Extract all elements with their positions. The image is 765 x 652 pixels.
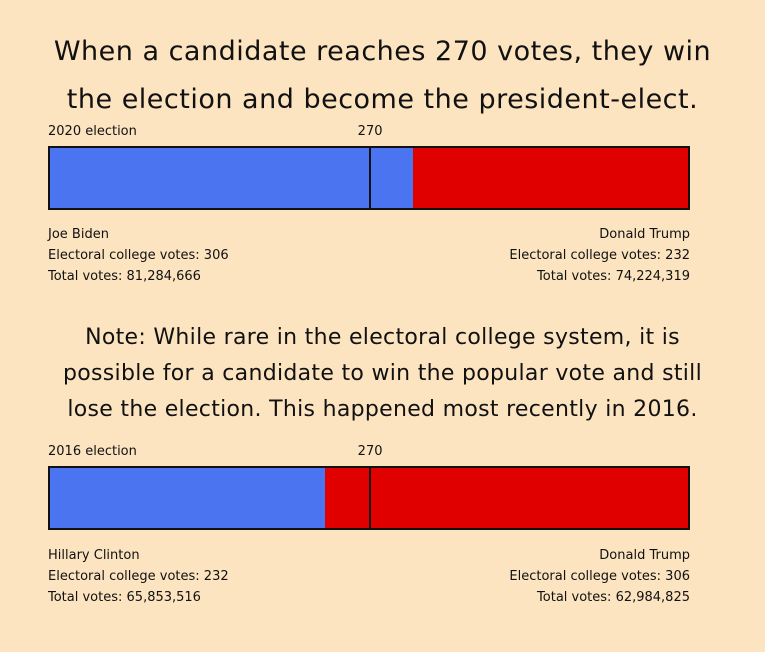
bar-segment-trump-2016 (325, 468, 688, 528)
candidate-info-clinton: Hillary Clinton Electoral college votes:… (48, 545, 229, 608)
total-votes-label: Total votes: 81,284,666 (48, 269, 201, 284)
total-votes-label: Total votes: 65,853,516 (48, 590, 201, 605)
chart-2020-threshold-label: 270 (357, 124, 383, 139)
candidate-name: Joe Biden (48, 227, 109, 242)
chart-2016-title: 2016 election (48, 444, 137, 459)
chart-2016-threshold-label: 270 (357, 444, 383, 459)
total-votes-label: Total votes: 74,224,319 (537, 269, 690, 284)
title-line-2: the election and become the president-el… (66, 84, 699, 115)
electoral-votes-label: Electoral college votes: 232 (509, 248, 690, 263)
note-line-1: Note: While rare in the electoral colleg… (85, 325, 680, 350)
chart-title: When a candidate reaches 270 votes, they… (0, 28, 765, 124)
note-line-2: possible for a candidate to win the popu… (62, 361, 702, 386)
electoral-votes-label: Electoral college votes: 306 (509, 569, 690, 584)
chart-2020-bar (48, 146, 690, 210)
electoral-votes-label: Electoral college votes: 306 (48, 248, 229, 263)
chart-2020-title: 2020 election (48, 124, 137, 139)
candidate-name: Donald Trump (599, 227, 690, 242)
candidate-info-trump-2016: Donald Trump Electoral college votes: 30… (509, 545, 690, 608)
candidate-name: Donald Trump (599, 548, 690, 563)
chart-2016-bar (48, 466, 690, 530)
candidate-name: Hillary Clinton (48, 548, 140, 563)
total-votes-label: Total votes: 62,984,825 (537, 590, 690, 605)
bar-segment-biden (50, 148, 413, 208)
threshold-line-270 (369, 148, 372, 208)
electoral-votes-label: Electoral college votes: 232 (48, 569, 229, 584)
bar-segment-trump-2020 (412, 148, 688, 208)
note-line-3: lose the election. This happened most re… (67, 397, 698, 422)
title-line-1: When a candidate reaches 270 votes, they… (53, 36, 712, 67)
candidate-info-biden: Joe Biden Electoral college votes: 306 T… (48, 224, 229, 287)
threshold-line-270 (369, 468, 372, 528)
candidate-info-trump-2020: Donald Trump Electoral college votes: 23… (509, 224, 690, 287)
bar-segment-clinton (50, 468, 326, 528)
note-text: Note: While rare in the electoral colleg… (0, 320, 765, 428)
